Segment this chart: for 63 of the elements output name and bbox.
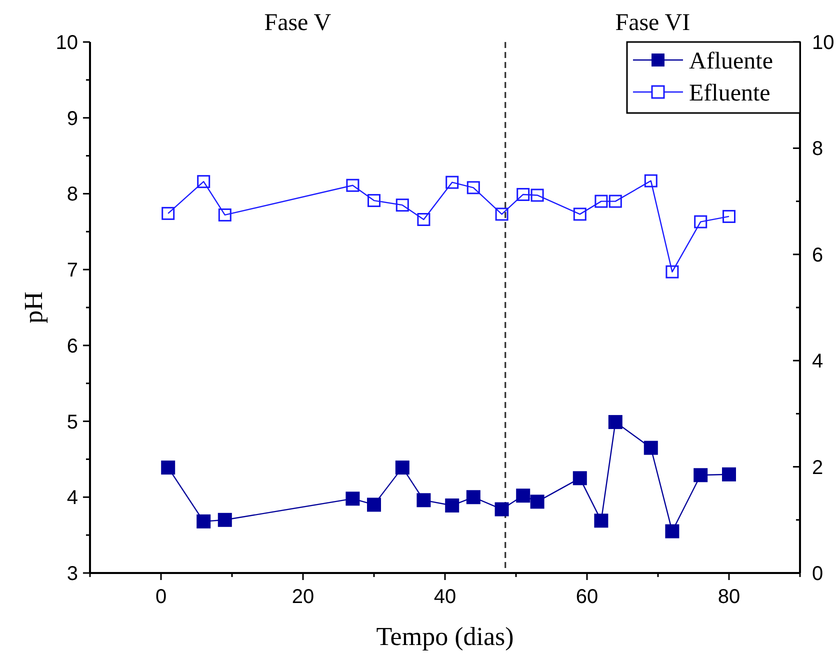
point — [346, 492, 360, 506]
point — [218, 208, 232, 222]
point — [665, 524, 680, 538]
text: Fase V — [264, 10, 332, 36]
point — [445, 498, 460, 512]
y-tick-label: 8 — [66, 184, 78, 206]
point — [162, 206, 175, 220]
point — [644, 440, 658, 455]
point — [395, 460, 410, 475]
point — [161, 460, 176, 475]
y-axis-title: pH — [19, 291, 48, 324]
point — [466, 181, 480, 194]
y-tick-label: 9 — [66, 108, 78, 130]
point — [396, 198, 409, 212]
y-tick-label: 3 — [66, 563, 78, 585]
x-tick-label: 0 — [155, 586, 167, 608]
y-tick-label: 4 — [66, 487, 78, 510]
point — [367, 498, 381, 512]
point — [494, 502, 509, 516]
point — [608, 415, 622, 430]
point — [516, 188, 530, 201]
point — [196, 514, 211, 528]
x-tick-label: 80 — [718, 586, 740, 608]
y2-tick-label: 6 — [812, 244, 824, 266]
x-tick-label: 20 — [292, 586, 314, 608]
point — [608, 194, 622, 208]
point — [594, 514, 608, 528]
point — [530, 494, 544, 509]
x-tick-label: 40 — [434, 586, 456, 608]
point — [530, 188, 544, 202]
point — [573, 208, 586, 221]
x-tick-label: 60 — [576, 586, 598, 608]
point — [197, 175, 210, 188]
point — [516, 488, 530, 503]
point — [368, 194, 380, 208]
point — [694, 215, 708, 228]
point — [495, 208, 508, 221]
point — [722, 210, 736, 223]
y-tick-label: 10 — [56, 32, 78, 54]
point — [666, 265, 679, 278]
point — [644, 174, 658, 188]
point — [694, 468, 708, 482]
point — [346, 178, 360, 192]
x-axis-title: Tempo (dias) — [376, 622, 514, 651]
legend-label: Efluente — [689, 80, 770, 106]
point — [466, 490, 480, 504]
y2-tick-label: 10 — [812, 32, 834, 54]
point — [417, 213, 430, 226]
point — [218, 512, 232, 527]
y2-tick-label: 2 — [812, 456, 824, 479]
text: Fase VI — [615, 10, 690, 36]
y-tick-label: 7 — [66, 260, 78, 282]
point — [416, 493, 431, 508]
point — [446, 176, 459, 189]
y-tick-label: 6 — [66, 335, 78, 358]
y2-tick-label: 8 — [812, 138, 824, 160]
point — [594, 194, 608, 208]
point — [572, 471, 587, 486]
y2-tick-label: 0 — [812, 563, 824, 585]
legend-label: Afluente — [689, 48, 773, 74]
y-tick-label: 5 — [66, 411, 78, 434]
point — [722, 467, 736, 482]
y2-tick-label: 4 — [812, 350, 824, 373]
